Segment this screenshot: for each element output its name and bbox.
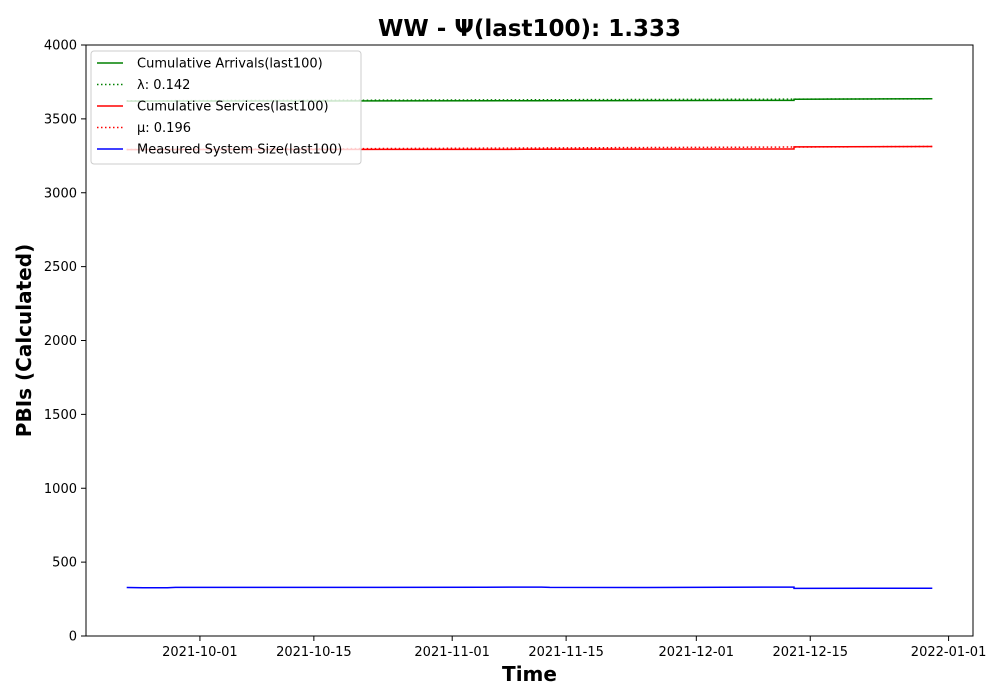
series-layer — [126, 98, 933, 590]
legend-label: λ: 0.142 — [137, 78, 190, 93]
x-tick-label: 2021-10-01 — [162, 645, 238, 660]
legend-label: Measured System Size(last100) — [137, 143, 342, 158]
y-tick-label: 2000 — [44, 334, 77, 349]
y-axis-title: PBIs (Calculated) — [12, 244, 36, 437]
y-tick-label: 2500 — [44, 260, 77, 275]
legend-label: Cumulative Services(last100) — [137, 100, 329, 115]
x-axis-ticks: 2021-10-01 2021-10-15 2021-11-01 2021-11-15… — [162, 636, 986, 660]
series-line-4 — [126, 586, 933, 590]
y-axis-ticks: 0 500 1000 1500 2000 2500 3000 3500 4000 — [44, 39, 86, 645]
y-tick-label: 3500 — [44, 112, 77, 127]
y-tick-label: 0 — [69, 630, 77, 645]
x-tick-label: 2021-12-15 — [772, 645, 848, 660]
chart-title: WW - Ψ(last100): 1.333 — [378, 16, 681, 42]
legend: Cumulative Arrivals(last100) λ: 0.142 Cumu… — [90, 50, 362, 165]
x-tick-label: 2021-10-15 — [276, 645, 352, 660]
x-tick-label: 2021-12-01 — [659, 645, 735, 660]
legend-label: μ: 0.196 — [137, 121, 191, 136]
y-tick-label: 3000 — [44, 186, 77, 201]
x-tick-label: 2021-11-01 — [414, 645, 490, 660]
y-tick-label: 500 — [52, 556, 77, 571]
x-tick-label: 2021-11-15 — [528, 645, 604, 660]
x-tick-label: 2022-01-01 — [911, 645, 987, 660]
y-tick-label: 1000 — [44, 482, 77, 497]
legend-label: Cumulative Arrivals(last100) — [137, 57, 323, 72]
legend-box — [90, 50, 362, 165]
x-axis-title: Time — [502, 662, 557, 686]
y-tick-label: 1500 — [44, 408, 77, 423]
y-tick-label: 4000 — [44, 39, 77, 54]
